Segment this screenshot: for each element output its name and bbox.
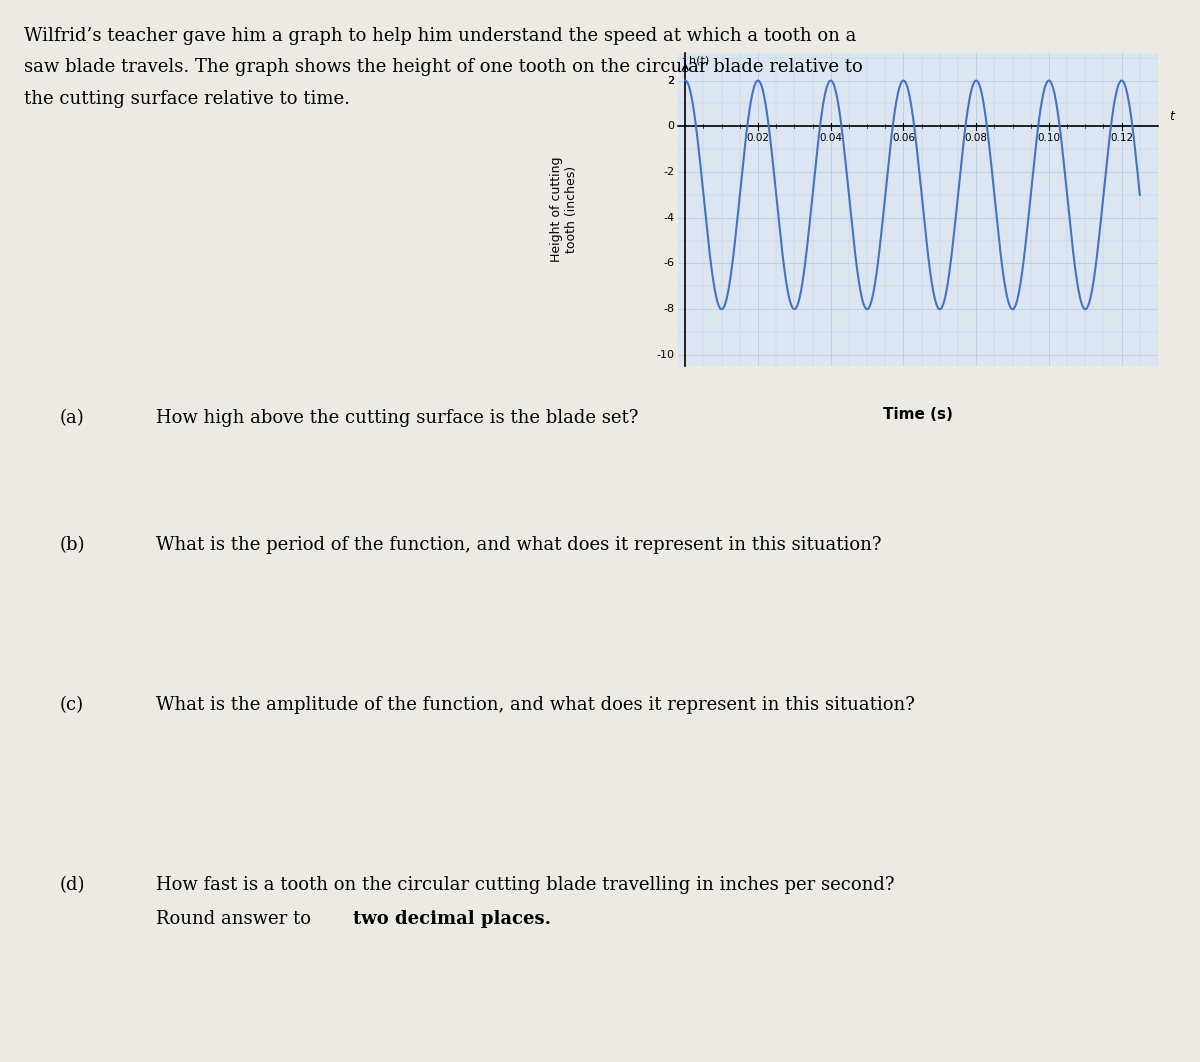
- Text: -10: -10: [656, 350, 674, 360]
- Text: (d): (d): [60, 876, 85, 894]
- Text: 0: 0: [667, 121, 674, 132]
- Text: 0.02: 0.02: [746, 133, 769, 143]
- Text: -6: -6: [664, 258, 674, 269]
- Text: 2: 2: [667, 75, 674, 86]
- Text: 0.08: 0.08: [965, 133, 988, 143]
- Text: the cutting surface relative to time.: the cutting surface relative to time.: [24, 90, 350, 108]
- Text: two decimal places.: two decimal places.: [353, 910, 551, 928]
- Text: How fast is a tooth on the circular cutting blade travelling in inches per secon: How fast is a tooth on the circular cutt…: [156, 876, 894, 894]
- Text: 0.06: 0.06: [892, 133, 914, 143]
- Text: What is the period of the function, and what does it represent in this situation: What is the period of the function, and …: [156, 536, 882, 554]
- Text: -8: -8: [664, 304, 674, 314]
- Text: (a): (a): [60, 409, 85, 427]
- Text: How high above the cutting surface is the blade set?: How high above the cutting surface is th…: [156, 409, 638, 427]
- Text: saw blade travels. The graph shows the height of one tooth on the circular blade: saw blade travels. The graph shows the h…: [24, 58, 863, 76]
- Text: 0.04: 0.04: [820, 133, 842, 143]
- Text: 0.12: 0.12: [1110, 133, 1133, 143]
- Text: Time (s): Time (s): [883, 407, 953, 422]
- Text: -2: -2: [664, 167, 674, 177]
- Text: h(t): h(t): [689, 55, 709, 66]
- Text: -4: -4: [664, 212, 674, 223]
- Text: t: t: [1169, 109, 1174, 123]
- Text: (b): (b): [60, 536, 85, 554]
- Text: (c): (c): [60, 696, 84, 714]
- Text: 0.10: 0.10: [1038, 133, 1061, 143]
- Text: Round answer to: Round answer to: [156, 910, 317, 928]
- Text: Height of cutting
tooth (inches): Height of cutting tooth (inches): [550, 157, 578, 262]
- Text: Wilfrid’s teacher gave him a graph to help him understand the speed at which a t: Wilfrid’s teacher gave him a graph to he…: [24, 27, 857, 45]
- Text: 2: 2: [667, 75, 674, 86]
- Text: What is the amplitude of the function, and what does it represent in this situat: What is the amplitude of the function, a…: [156, 696, 914, 714]
